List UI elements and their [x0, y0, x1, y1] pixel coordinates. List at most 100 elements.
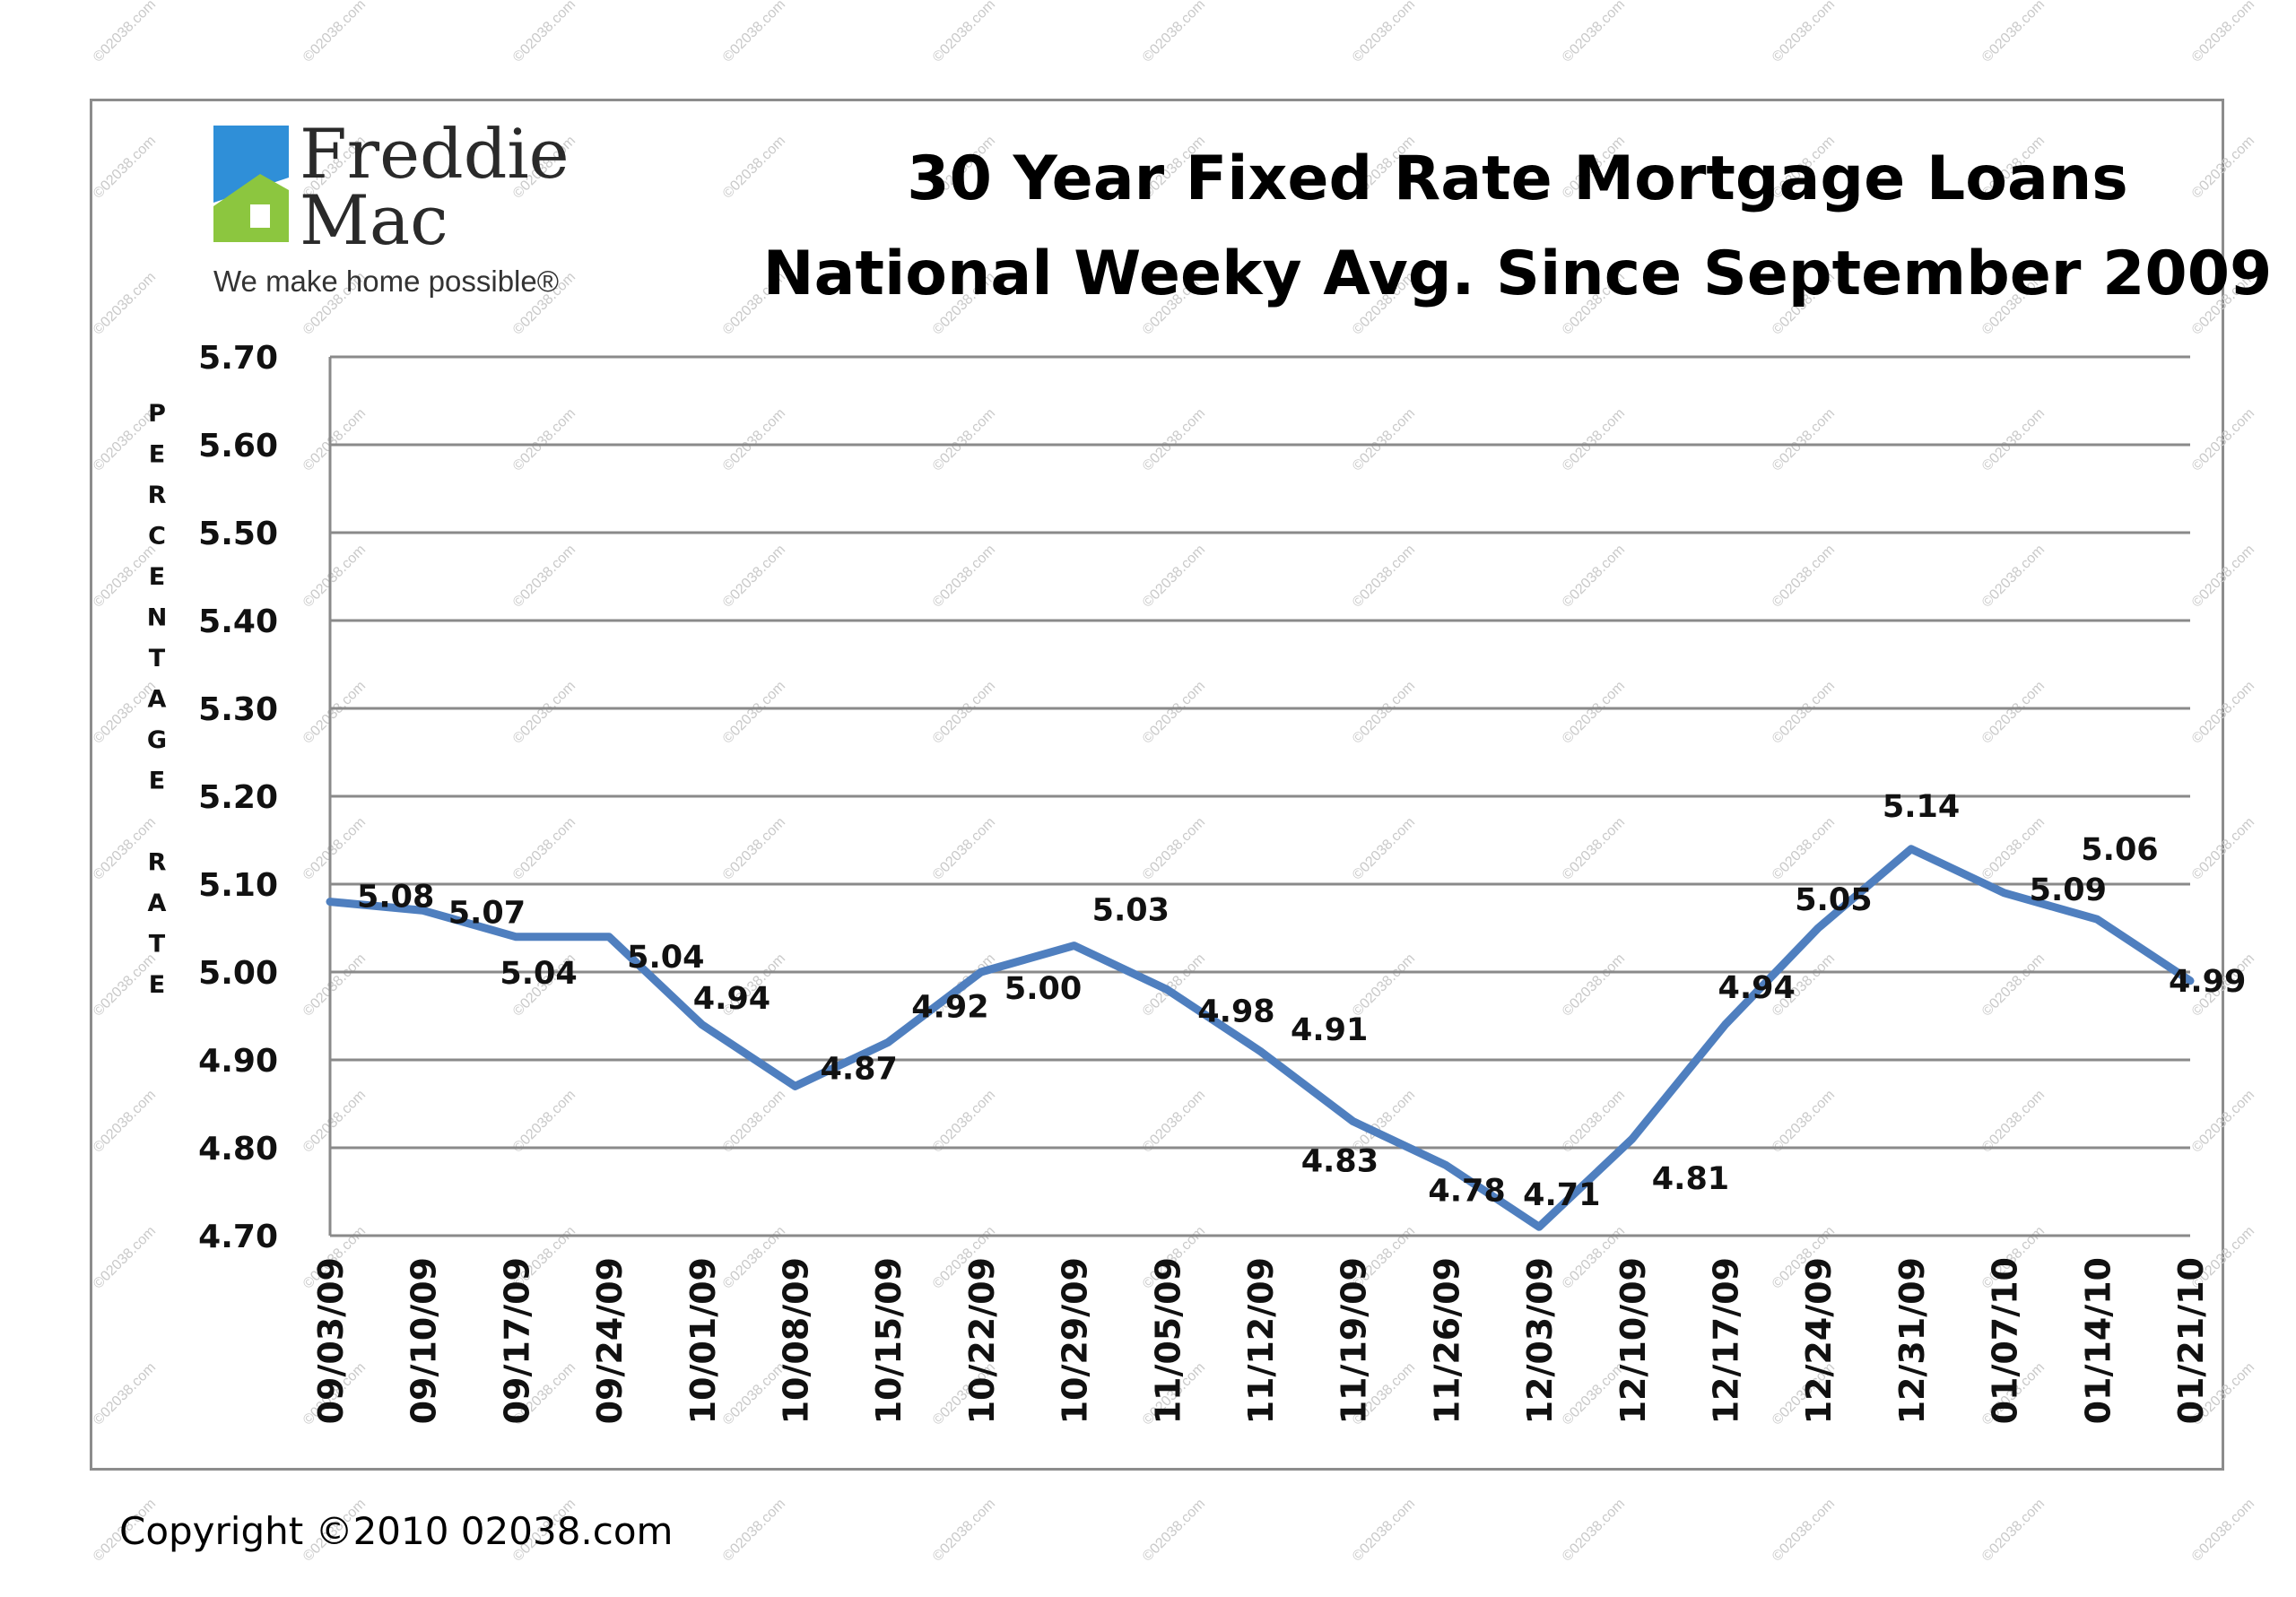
watermark-65: ©02038.com	[2189, 678, 2257, 746]
watermark-57: ©02038.com	[510, 678, 578, 746]
data-label-19: 5.06	[2081, 832, 2158, 868]
watermark-130: ©02038.com	[1979, 1496, 2048, 1564]
watermark-125: ©02038.com	[930, 1496, 998, 1564]
watermark-40: ©02038.com	[1560, 405, 1628, 473]
watermark-71: ©02038.com	[1140, 814, 1208, 882]
logo-line1: Freddie	[300, 114, 570, 194]
data-label-17: 5.14	[1883, 789, 1960, 825]
x-tick-label-18: 01/07/10	[1986, 1257, 2025, 1424]
watermark-110: ©02038.com	[91, 1359, 159, 1428]
watermark-41: ©02038.com	[1770, 405, 1838, 473]
watermark-34: ©02038.com	[300, 405, 369, 473]
x-tick-label-0: 09/03/09	[311, 1257, 351, 1424]
watermark-124: ©02038.com	[720, 1496, 788, 1564]
watermark-38: ©02038.com	[1140, 405, 1208, 473]
data-label-8: 5.03	[1092, 893, 1170, 929]
data-label-18: 5.09	[2030, 872, 2107, 908]
watermark-53: ©02038.com	[1979, 542, 2048, 610]
watermark-129: ©02038.com	[1770, 1496, 1838, 1564]
data-label-2: 5.04	[500, 956, 577, 992]
watermark-99: ©02038.com	[91, 1223, 159, 1291]
x-tick-label-8: 10/29/09	[1056, 1257, 1095, 1424]
data-label-6: 4.92	[911, 989, 988, 1025]
freddie-mac-logo: Freddie Mac We make home possible®	[213, 114, 570, 298]
watermark-78: ©02038.com	[300, 950, 369, 1019]
watermark-60: ©02038.com	[1140, 678, 1208, 746]
y-title-letter-14: E	[149, 971, 165, 999]
data-label-12: 4.78	[1428, 1174, 1505, 1210]
watermark-42: ©02038.com	[1979, 405, 2048, 473]
data-label-14: 4.81	[1652, 1161, 1729, 1197]
data-point-3	[608, 935, 611, 938]
watermark-91: ©02038.com	[720, 1087, 788, 1155]
x-tick-label-14: 12/10/09	[1613, 1257, 1653, 1424]
watermark-45: ©02038.com	[300, 542, 369, 610]
data-point-2	[515, 935, 517, 938]
watermark-73: ©02038.com	[1560, 814, 1628, 882]
watermark-128: ©02038.com	[1560, 1496, 1628, 1564]
watermark-2: ©02038.com	[510, 0, 578, 65]
data-point-14	[1631, 1138, 1633, 1141]
y-title-letter-9: E	[149, 768, 165, 795]
y-tick-label-6: 5.10	[198, 867, 278, 904]
watermark-50: ©02038.com	[1350, 542, 1418, 610]
gridlines	[330, 355, 2190, 1237]
watermark-97: ©02038.com	[1979, 1087, 2048, 1155]
chart-title-line2: National Weeky Avg. Since September 2009	[763, 239, 2273, 309]
watermark-96: ©02038.com	[1770, 1087, 1838, 1155]
watermark-46: ©02038.com	[510, 542, 578, 610]
x-tick-label-5: 10/08/09	[777, 1257, 816, 1424]
data-label-0: 5.08	[357, 880, 434, 916]
data-point-7	[979, 971, 982, 973]
y-tick-label-5: 5.20	[198, 779, 278, 816]
x-tick-label-2: 09/17/09	[497, 1257, 536, 1424]
data-point-17	[1909, 847, 1912, 850]
watermark-127: ©02038.com	[1350, 1496, 1418, 1564]
watermark-49: ©02038.com	[1140, 542, 1208, 610]
watermark-54: ©02038.com	[2189, 542, 2257, 610]
y-tick-label-1: 5.60	[198, 428, 278, 464]
watermark-92: ©02038.com	[930, 1087, 998, 1155]
watermark-68: ©02038.com	[510, 814, 578, 882]
x-tick-label-3: 09/24/09	[590, 1257, 630, 1424]
y-title-letter-4: E	[149, 563, 165, 591]
data-point-20	[2189, 979, 2191, 982]
watermark-5: ©02038.com	[1140, 0, 1208, 65]
logo-tagline: We make home possible®	[213, 265, 559, 298]
y-title-letter-8: G	[147, 726, 167, 754]
watermark-52: ©02038.com	[1770, 542, 1838, 610]
data-point-19	[2096, 918, 2099, 921]
y-title-letter-12: A	[148, 890, 167, 917]
data-point-18	[2003, 891, 2005, 894]
watermark-21: ©02038.com	[2189, 133, 2257, 201]
logo-line2: Mac	[300, 180, 448, 260]
data-label-7: 5.00	[1004, 971, 1082, 1007]
watermark-95: ©02038.com	[1560, 1087, 1628, 1155]
y-axis: 5.70 5.60 5.50 5.40 5.30 5.20 5.10 5.00 4.90 4.80…	[198, 340, 332, 1255]
y-title-letter-13: T	[149, 931, 166, 959]
y-title-letter-11: R	[148, 849, 167, 877]
x-tick-label-15: 12/17/09	[1707, 1257, 1746, 1424]
y-tick-label-4: 5.30	[198, 691, 278, 728]
data-label-15: 4.94	[1718, 970, 1796, 1006]
data-label-1: 5.07	[448, 895, 526, 931]
watermark-3: ©02038.com	[720, 0, 788, 65]
data-point-6	[887, 1041, 890, 1044]
data-labels: 5.08 5.07 5.04 5.04 4.94 4.87 4.92 5.00 5.03 4.98…	[357, 789, 2246, 1213]
y-tick-label-3: 5.40	[198, 603, 278, 640]
watermark-4: ©02038.com	[930, 0, 998, 65]
data-point-12	[1445, 1164, 1448, 1167]
watermark-90: ©02038.com	[510, 1087, 578, 1155]
watermark-69: ©02038.com	[720, 814, 788, 882]
watermark-74: ©02038.com	[1770, 814, 1838, 882]
x-tick-label-16: 12/24/09	[1799, 1257, 1839, 1424]
x-tick-label-17: 12/31/09	[1892, 1257, 1932, 1424]
series-mortgage-rate	[326, 845, 2195, 1231]
data-point-1	[422, 909, 424, 912]
data-point-10	[1259, 1050, 1261, 1053]
watermark-48: ©02038.com	[930, 542, 998, 610]
x-tick-label-19: 01/14/10	[2078, 1257, 2118, 1424]
data-label-16: 5.05	[1795, 882, 1872, 918]
data-label-13: 4.71	[1523, 1177, 1600, 1213]
